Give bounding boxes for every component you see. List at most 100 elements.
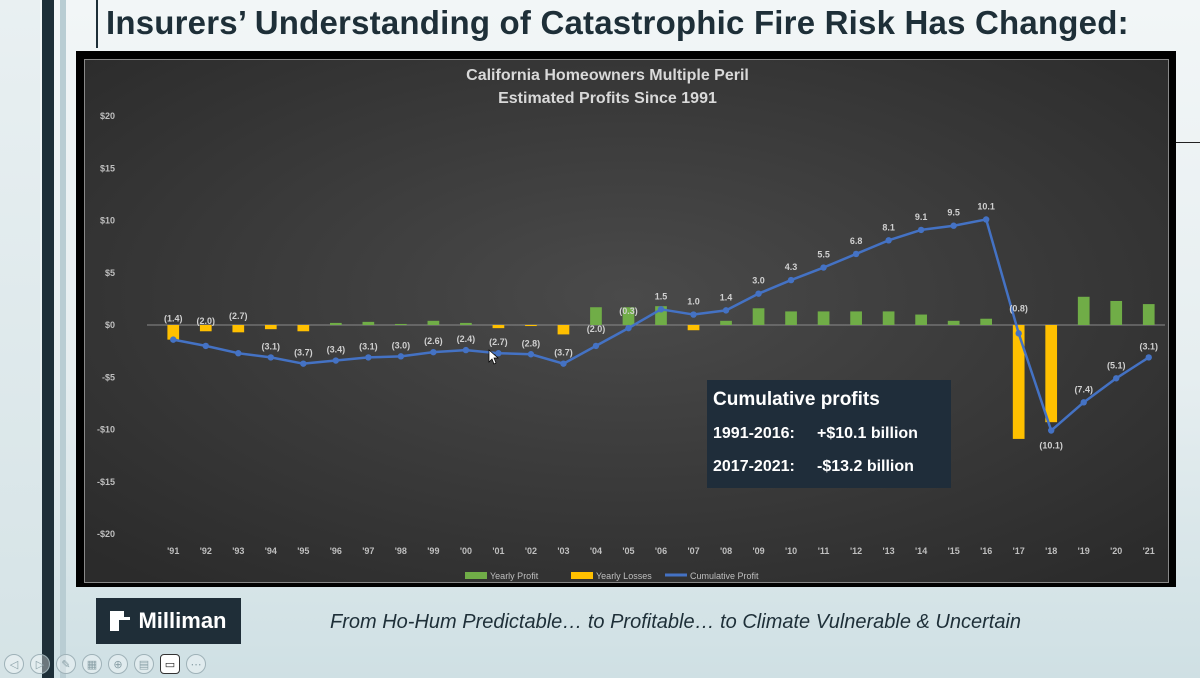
y-tick-label: -$20	[97, 529, 115, 539]
pen-icon[interactable]: ✎	[56, 654, 76, 674]
profit-bar	[817, 311, 830, 325]
milliman-logo: Milliman	[96, 598, 241, 644]
x-tick-label: '04	[590, 546, 602, 556]
profit-bar	[395, 323, 407, 325]
data-label: 1.0	[687, 297, 700, 307]
data-label: 6.8	[850, 236, 863, 246]
profit-bar	[590, 307, 602, 325]
x-tick-label: '14	[915, 546, 927, 556]
cumulative-point	[267, 354, 275, 361]
more-icon[interactable]: ⋯	[186, 654, 206, 674]
profit-bar	[850, 311, 862, 325]
cumulative-point	[202, 342, 209, 350]
logo-text: Milliman	[138, 608, 227, 633]
cumulative-point	[787, 276, 795, 284]
cumulative-point	[755, 290, 762, 297]
y-tick-label: $5	[105, 268, 115, 278]
data-label: (3.1)	[262, 341, 281, 351]
cumulative-point	[722, 307, 730, 314]
cumulative-point	[1047, 427, 1055, 434]
profit-bar	[882, 311, 895, 325]
data-label: (2.0)	[587, 324, 606, 334]
y-tick-label: -$15	[97, 477, 115, 487]
cumulative-point	[300, 360, 307, 367]
loss-bar	[1045, 325, 1058, 423]
data-label: 9.5	[947, 208, 960, 218]
profit-bar	[947, 320, 960, 325]
cumulative-point	[820, 264, 827, 271]
y-tick-label: $15	[100, 163, 115, 173]
cumulative-profits-box	[707, 380, 951, 488]
annotation-value: -$13.2 billion	[817, 458, 914, 475]
loss-bar	[167, 325, 180, 340]
chart-frame: California Homeowners Multiple Peril Esti…	[76, 51, 1176, 587]
loss-bar	[199, 325, 212, 332]
x-tick-label: '12	[850, 546, 862, 556]
data-label: 10.1	[977, 201, 995, 211]
profit-bar	[785, 311, 797, 325]
profit-bar	[752, 308, 765, 325]
chart-subtitle: Estimated Profits Since 1991	[498, 90, 717, 107]
x-tick-label: '16	[980, 546, 992, 556]
profit-bar	[460, 322, 472, 325]
cumulative-point	[170, 336, 177, 343]
presentation-toolbar: ◁ ▷ ✎ ▦ ⊕ ▤ ▭ ⋯	[4, 652, 206, 676]
legend-swatch	[465, 572, 487, 579]
camera-icon[interactable]: ▭	[160, 654, 180, 674]
y-tick-label: $10	[100, 216, 115, 226]
profit-bar	[1077, 296, 1090, 325]
cumulative-point	[950, 222, 957, 229]
zoom-icon[interactable]: ⊕	[108, 654, 128, 674]
data-label: 8.1	[882, 222, 895, 232]
cumulative-point	[462, 346, 470, 354]
x-tick-label: '17	[1013, 546, 1025, 556]
data-label: (2.7)	[229, 311, 248, 321]
cumulative-point	[1145, 354, 1152, 361]
chart-area: California Homeowners Multiple Peril Esti…	[84, 59, 1169, 583]
x-tick-label: '11	[818, 546, 830, 556]
cumulative-point	[982, 216, 990, 223]
y-tick-label: $0	[105, 320, 115, 330]
cumulative-point	[235, 350, 242, 357]
profit-bar	[1110, 300, 1123, 325]
mouse-cursor-icon	[488, 349, 499, 365]
loss-bar	[232, 325, 245, 333]
loss-bar	[557, 325, 570, 335]
forward-icon[interactable]: ▷	[30, 654, 50, 674]
y-tick-label: $20	[100, 111, 115, 121]
back-icon[interactable]: ◁	[4, 654, 24, 674]
cumulative-point	[657, 306, 665, 313]
milliman-logo-icon	[110, 611, 131, 631]
annotation-period: 2017-2021:	[713, 458, 795, 475]
data-label: 1.4	[720, 292, 733, 302]
profit-bar	[329, 322, 342, 325]
data-label: (2.4)	[457, 334, 476, 344]
cumulative-point	[690, 311, 697, 318]
data-label: (0.8)	[1009, 303, 1028, 313]
data-label: (2.6)	[424, 336, 443, 346]
data-label: (2.7)	[489, 337, 508, 347]
loss-bar	[264, 325, 277, 330]
cumulative-point	[397, 353, 405, 360]
x-tick-label: '21	[1143, 546, 1155, 556]
x-tick-label: '18	[1045, 546, 1057, 556]
data-label: (3.7)	[294, 348, 313, 358]
subtitles-icon[interactable]: ▤	[134, 654, 154, 674]
data-label: 4.3	[785, 262, 798, 272]
legend-label: Yearly Profit	[490, 571, 539, 581]
legend-swatch	[571, 572, 593, 579]
slide-tagline: From Ho-Hum Predictable… to Profitable… …	[330, 611, 1022, 633]
slides-icon[interactable]: ▦	[82, 654, 102, 674]
data-label: (3.1)	[359, 341, 378, 351]
y-tick-label: -$10	[97, 425, 115, 435]
x-tick-label: '19	[1078, 546, 1090, 556]
cumulative-point	[365, 354, 372, 361]
cumulative-point	[430, 348, 437, 356]
cumulative-point	[527, 351, 535, 358]
x-tick-label: '01	[492, 546, 504, 556]
x-tick-label: '15	[948, 546, 960, 556]
data-label: (2.0)	[197, 316, 216, 326]
data-label: (7.4)	[1074, 384, 1093, 394]
annotation-heading: Cumulative profits	[713, 389, 880, 410]
x-tick-label: '06	[655, 546, 667, 556]
